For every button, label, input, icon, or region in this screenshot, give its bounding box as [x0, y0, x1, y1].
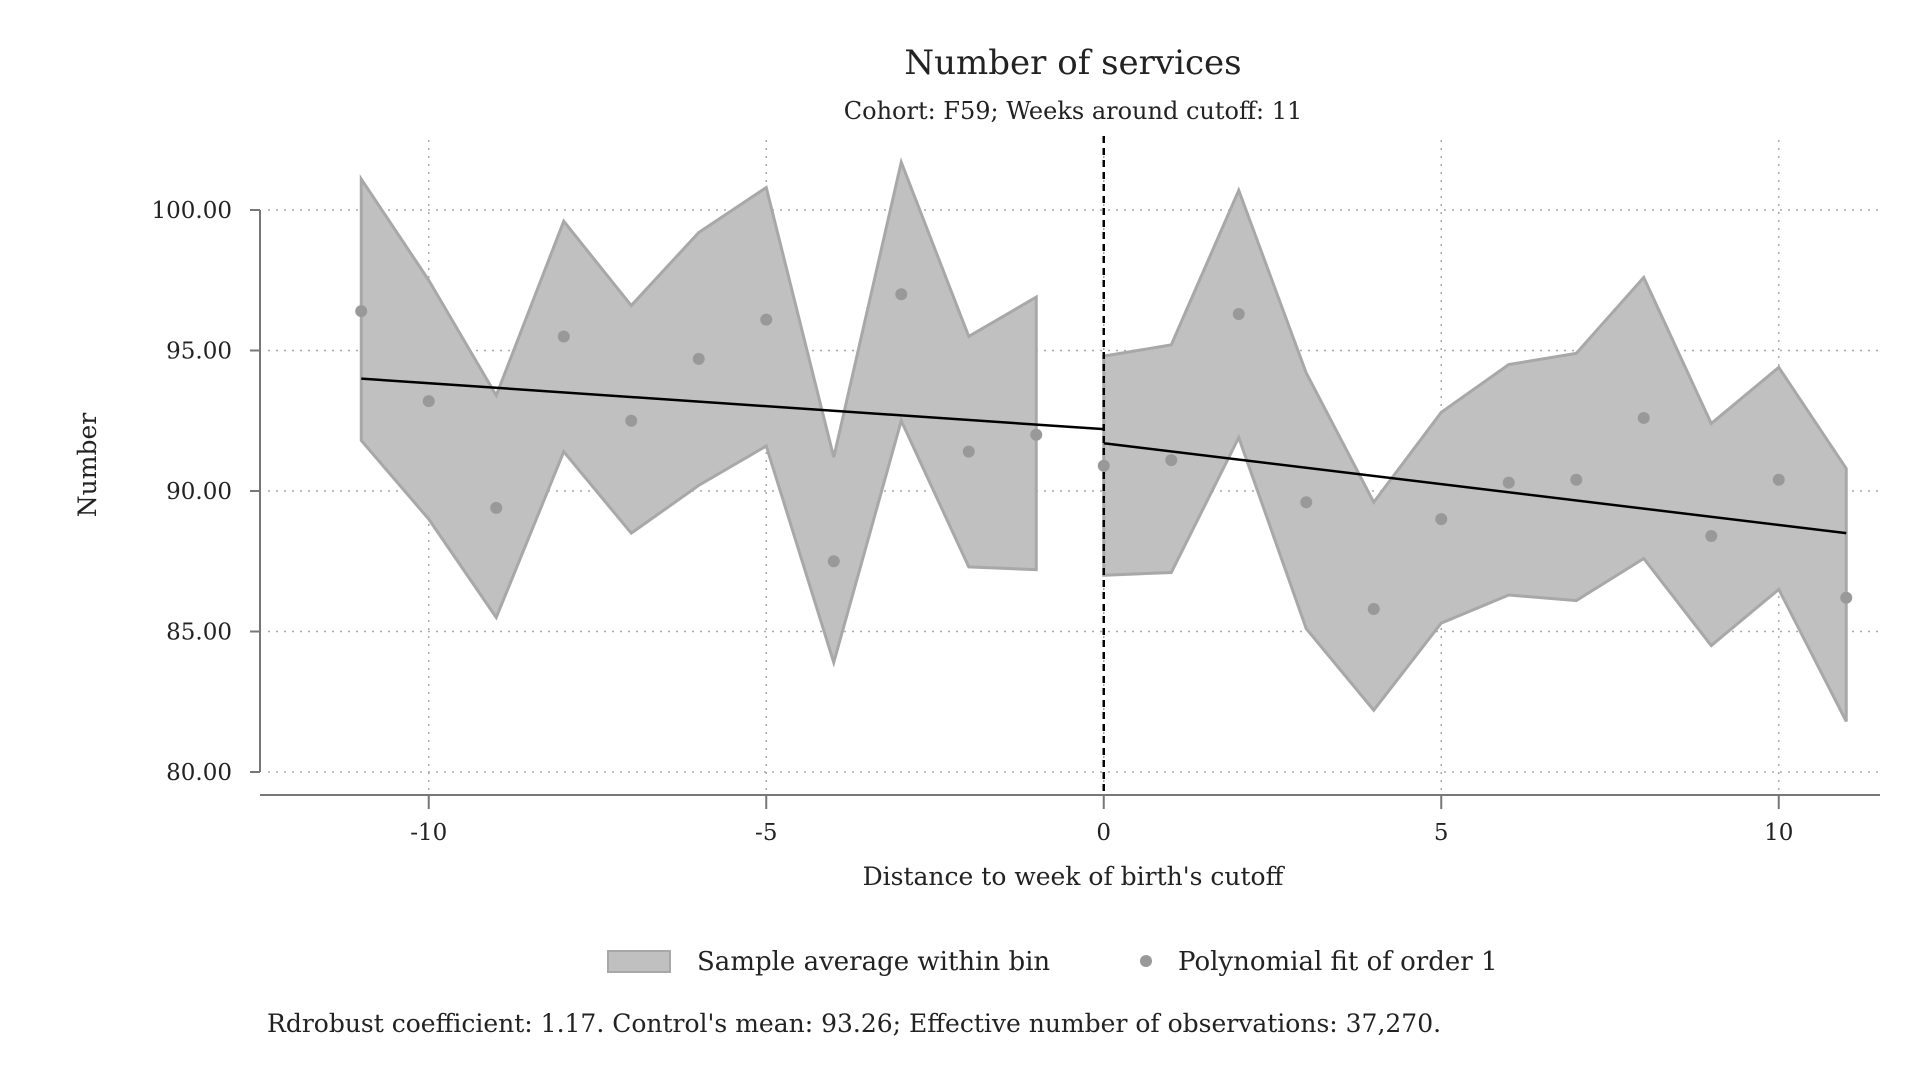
x-axis-label: Distance to week of birth's cutoff [863, 862, 1286, 891]
y-tick-label: 95.00 [166, 339, 232, 365]
sample-average-bands [359, 157, 1848, 723]
data-point [1772, 473, 1785, 486]
data-point [1300, 496, 1313, 509]
data-point [1435, 513, 1448, 526]
y-tick-label: 100.00 [152, 198, 232, 224]
x-tick-label: -5 [755, 820, 777, 846]
legend-band-label: Sample average within bin [697, 947, 1050, 977]
grid [268, 140, 1880, 795]
legend: Sample average within bin Polynomial fit… [607, 947, 1498, 977]
data-point [1840, 591, 1853, 604]
legend-points-marker [1140, 955, 1152, 967]
x-tick-label: 0 [1096, 820, 1111, 846]
legend-band-swatch [607, 950, 671, 973]
y-tick-label: 90.00 [166, 479, 232, 505]
data-point [1030, 428, 1043, 441]
chart-subtitle: Cohort: F59; Weeks around cutoff: 11 [844, 97, 1303, 125]
fit-line-2 [1103, 441, 1847, 535]
x-tick-label: -10 [410, 820, 447, 846]
chart-note: Rdrobust coefficient: 1.17. Control's me… [267, 1009, 1441, 1038]
data-point [1165, 454, 1178, 467]
band-area-1 [359, 157, 1038, 668]
data-point [1232, 307, 1245, 320]
data-point [895, 288, 908, 301]
data-point [1637, 411, 1650, 424]
band-area-2 [1102, 186, 1848, 723]
data-point [355, 305, 368, 318]
data-point [760, 313, 773, 326]
fit-lines [361, 377, 1847, 535]
data-point [827, 555, 840, 568]
data-point [557, 330, 570, 343]
chart-title: Number of services [904, 43, 1241, 83]
data-point [422, 395, 435, 408]
data-point [1502, 476, 1515, 489]
fit-line-1 [361, 377, 1104, 431]
y-tick-label: 80.00 [166, 760, 232, 786]
data-point [692, 352, 705, 365]
data-point [1570, 473, 1583, 486]
data-point [490, 501, 503, 514]
axes: 80.00 85.00 90.00 95.00 100.00 -10 -5 0 5 10 [152, 198, 1880, 846]
data-point [962, 445, 975, 458]
x-tick-label: 10 [1764, 820, 1793, 846]
data-points [355, 288, 1853, 616]
x-tick-label: 5 [1434, 820, 1449, 846]
data-point [1705, 529, 1718, 542]
y-axis-label: Number [73, 413, 102, 517]
legend-points-label: Polynomial fit of order 1 [1178, 947, 1498, 977]
y-tick-label: 85.00 [166, 620, 232, 646]
data-point [625, 414, 638, 427]
data-point [1097, 459, 1110, 472]
data-point [1367, 603, 1380, 616]
